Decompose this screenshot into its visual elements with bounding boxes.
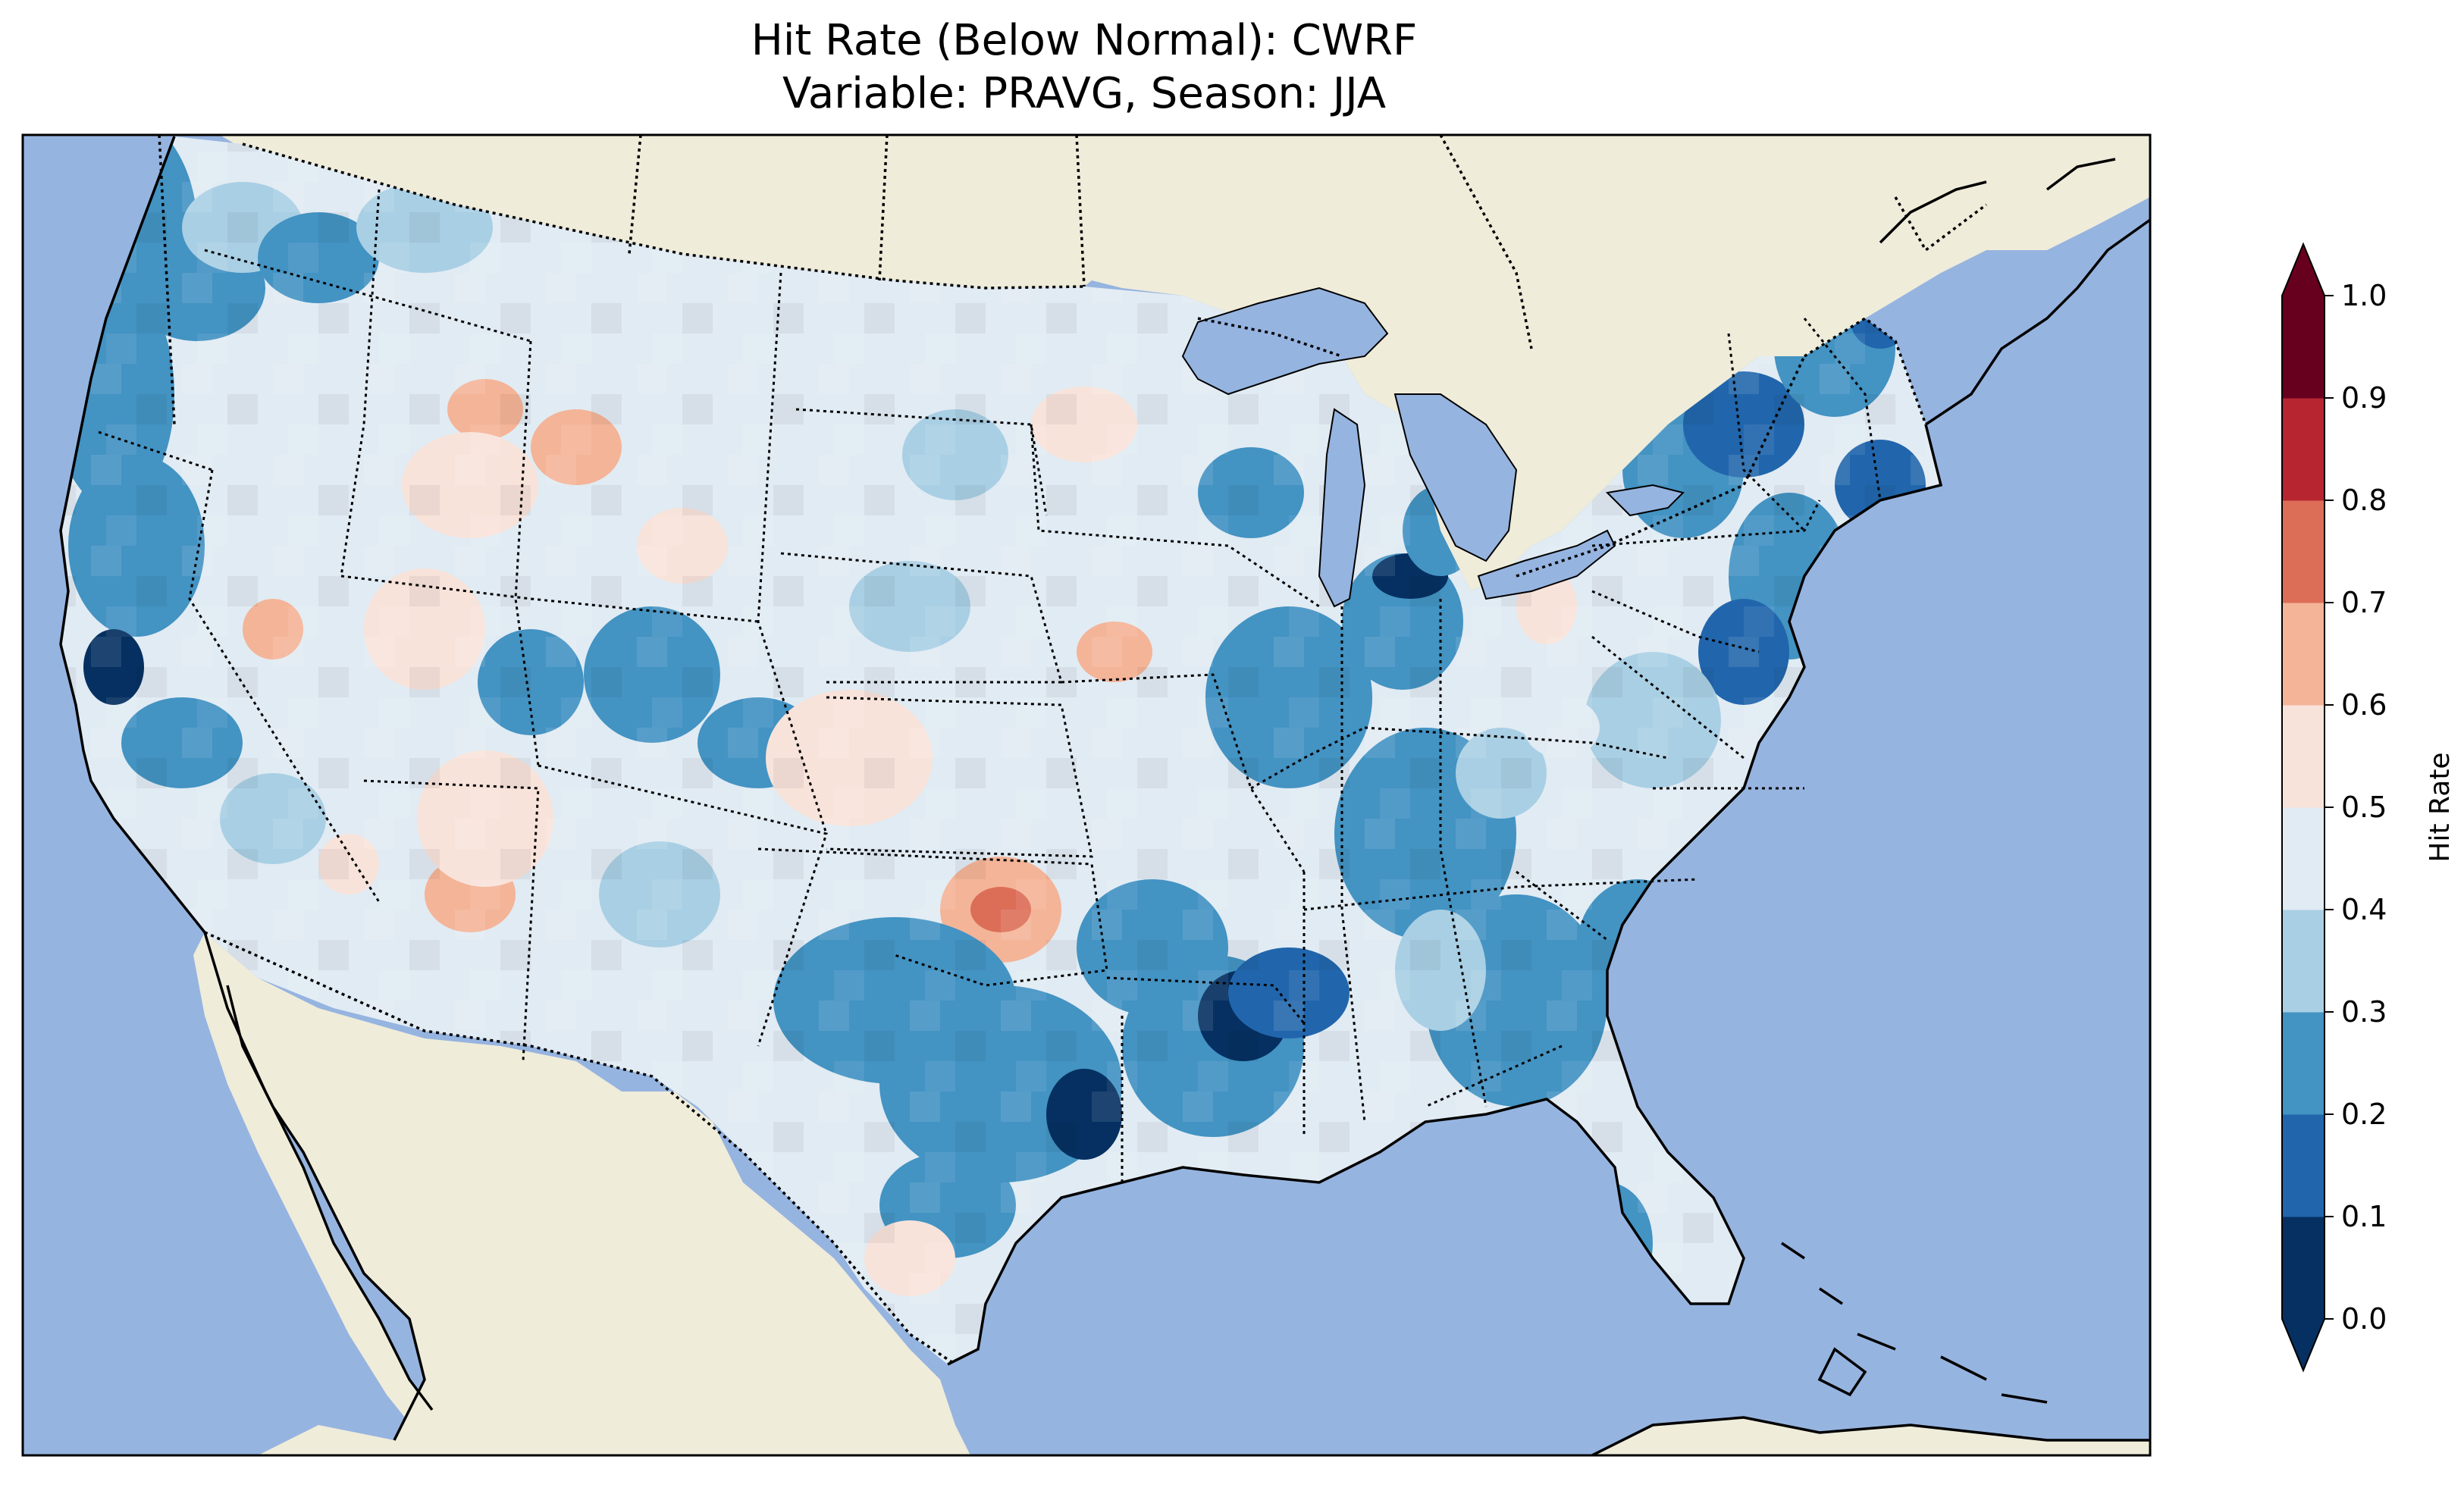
colorbar-tick-label: 0.5 <box>2341 791 2387 824</box>
land-canada-east <box>220 135 2150 591</box>
colorbar-tick-label: 0.4 <box>2341 893 2387 926</box>
map-frame <box>21 133 2152 1457</box>
lake-huron <box>1393 393 1518 562</box>
colorbar-bin <box>2282 1114 2324 1217</box>
land-mexico <box>205 932 970 1455</box>
grid-texture <box>61 136 1941 1364</box>
colorbar: 0.0 0.1 0.2 0.3 0.4 0.5 0.6 0.7 0.8 0.9 1.0 Hit Rat… <box>2281 242 2456 1373</box>
colorbar-tick-label: 0.8 <box>2341 484 2387 517</box>
colorbar-tick-label: 0.9 <box>2341 381 2387 415</box>
lake-michigan <box>1318 408 1366 608</box>
colorbar-bin <box>2282 1012 2324 1115</box>
colorbar-bin <box>2282 807 2324 910</box>
colorbar-tick-label: 0.6 <box>2341 688 2387 722</box>
map-title-line-1: Hit Rate (Below Normal): CWRF <box>751 16 1418 65</box>
colorbar-extend-max <box>2282 244 2324 296</box>
colorbar-bin <box>2282 1217 2324 1320</box>
coastlines <box>59 136 2150 1455</box>
colorbar-bin <box>2282 910 2324 1013</box>
colorbar-bin <box>2282 296 2324 399</box>
colorbar-tick-label: 0.1 <box>2341 1200 2387 1233</box>
lake-superior <box>1181 287 1389 396</box>
colorbar-bin <box>2282 398 2324 501</box>
land-baja <box>193 932 432 1433</box>
lake-ontario <box>1605 484 1685 517</box>
land-yucatan-edge <box>1592 1417 2150 1455</box>
colorbar-tick-label: 0.3 <box>2341 995 2387 1029</box>
colorbar-tick-label: 0.2 <box>2341 1098 2387 1131</box>
great-lakes <box>1181 287 1685 608</box>
colorbar-bin <box>2282 603 2324 706</box>
colorbar-bin <box>2282 500 2324 603</box>
state-borders <box>98 189 1882 1182</box>
colorbar-tick-label: 0.7 <box>2341 586 2387 619</box>
map-panel <box>23 135 2150 1455</box>
colorbar-bin <box>2282 705 2324 808</box>
map-title-line-2: Variable: PRAVG, Season: JJA <box>782 69 1387 118</box>
colorbar-tick-label: 0.0 <box>2341 1302 2387 1336</box>
country-borders <box>158 135 1988 1366</box>
lake-erie <box>1477 529 1616 600</box>
colorbar-extend-min <box>2282 1319 2324 1370</box>
colorbar-tick-label: 1.0 <box>2341 279 2387 312</box>
colorbar-label: Hit Rate <box>2425 752 2456 862</box>
